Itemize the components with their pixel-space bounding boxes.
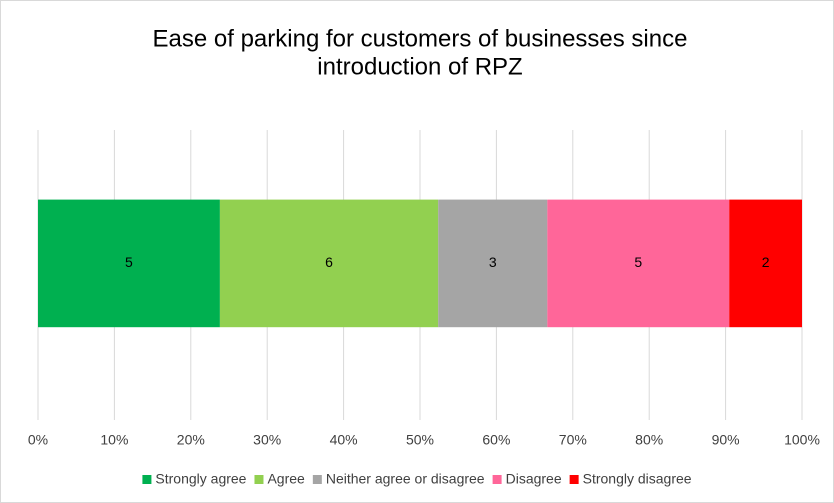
chart-title: Ease of parking for customers of busines…	[153, 25, 688, 52]
data-label: 3	[489, 254, 497, 270]
x-tick-label: 40%	[330, 432, 358, 448]
x-tick-label: 10%	[100, 432, 128, 448]
bar-segment	[438, 199, 548, 328]
legend-label: Disagree	[506, 471, 562, 487]
bar-segment	[219, 199, 439, 328]
legend-item: Agree	[254, 471, 305, 487]
bar-segment	[547, 199, 730, 328]
bar-segment	[729, 199, 802, 328]
legend-item: Strongly agree	[142, 471, 247, 487]
x-tick-label: 0%	[28, 432, 48, 448]
x-tick-label: 100%	[784, 432, 820, 448]
legend-swatch	[312, 475, 322, 484]
bar-segment	[38, 199, 220, 328]
legend-label: Neither agree or disagree	[326, 471, 485, 487]
legend-item: Neither agree or disagree	[312, 471, 485, 487]
legend-swatch	[569, 475, 579, 484]
legend-item: Strongly disagree	[569, 471, 692, 487]
data-label: 6	[325, 254, 333, 270]
data-label: 5	[125, 254, 133, 270]
x-tick-label: 80%	[635, 432, 663, 448]
legend-item: Disagree	[492, 471, 562, 487]
data-label: 5	[634, 254, 642, 270]
x-tick-label: 50%	[406, 432, 434, 448]
x-tick-label: 90%	[712, 432, 740, 448]
legend-swatch	[142, 475, 152, 484]
x-tick-label: 30%	[253, 432, 281, 448]
legend-label: Agree	[267, 471, 305, 487]
x-tick-label: 60%	[482, 432, 510, 448]
x-tick-label: 20%	[177, 432, 205, 448]
x-tick-label: 70%	[559, 432, 587, 448]
data-label: 2	[762, 254, 770, 270]
legend-swatch	[492, 475, 502, 484]
legend-swatch	[254, 475, 264, 484]
chart-title: introduction of RPZ	[317, 53, 522, 80]
legend-label: Strongly agree	[155, 471, 246, 487]
legend-label: Strongly disagree	[583, 471, 692, 487]
